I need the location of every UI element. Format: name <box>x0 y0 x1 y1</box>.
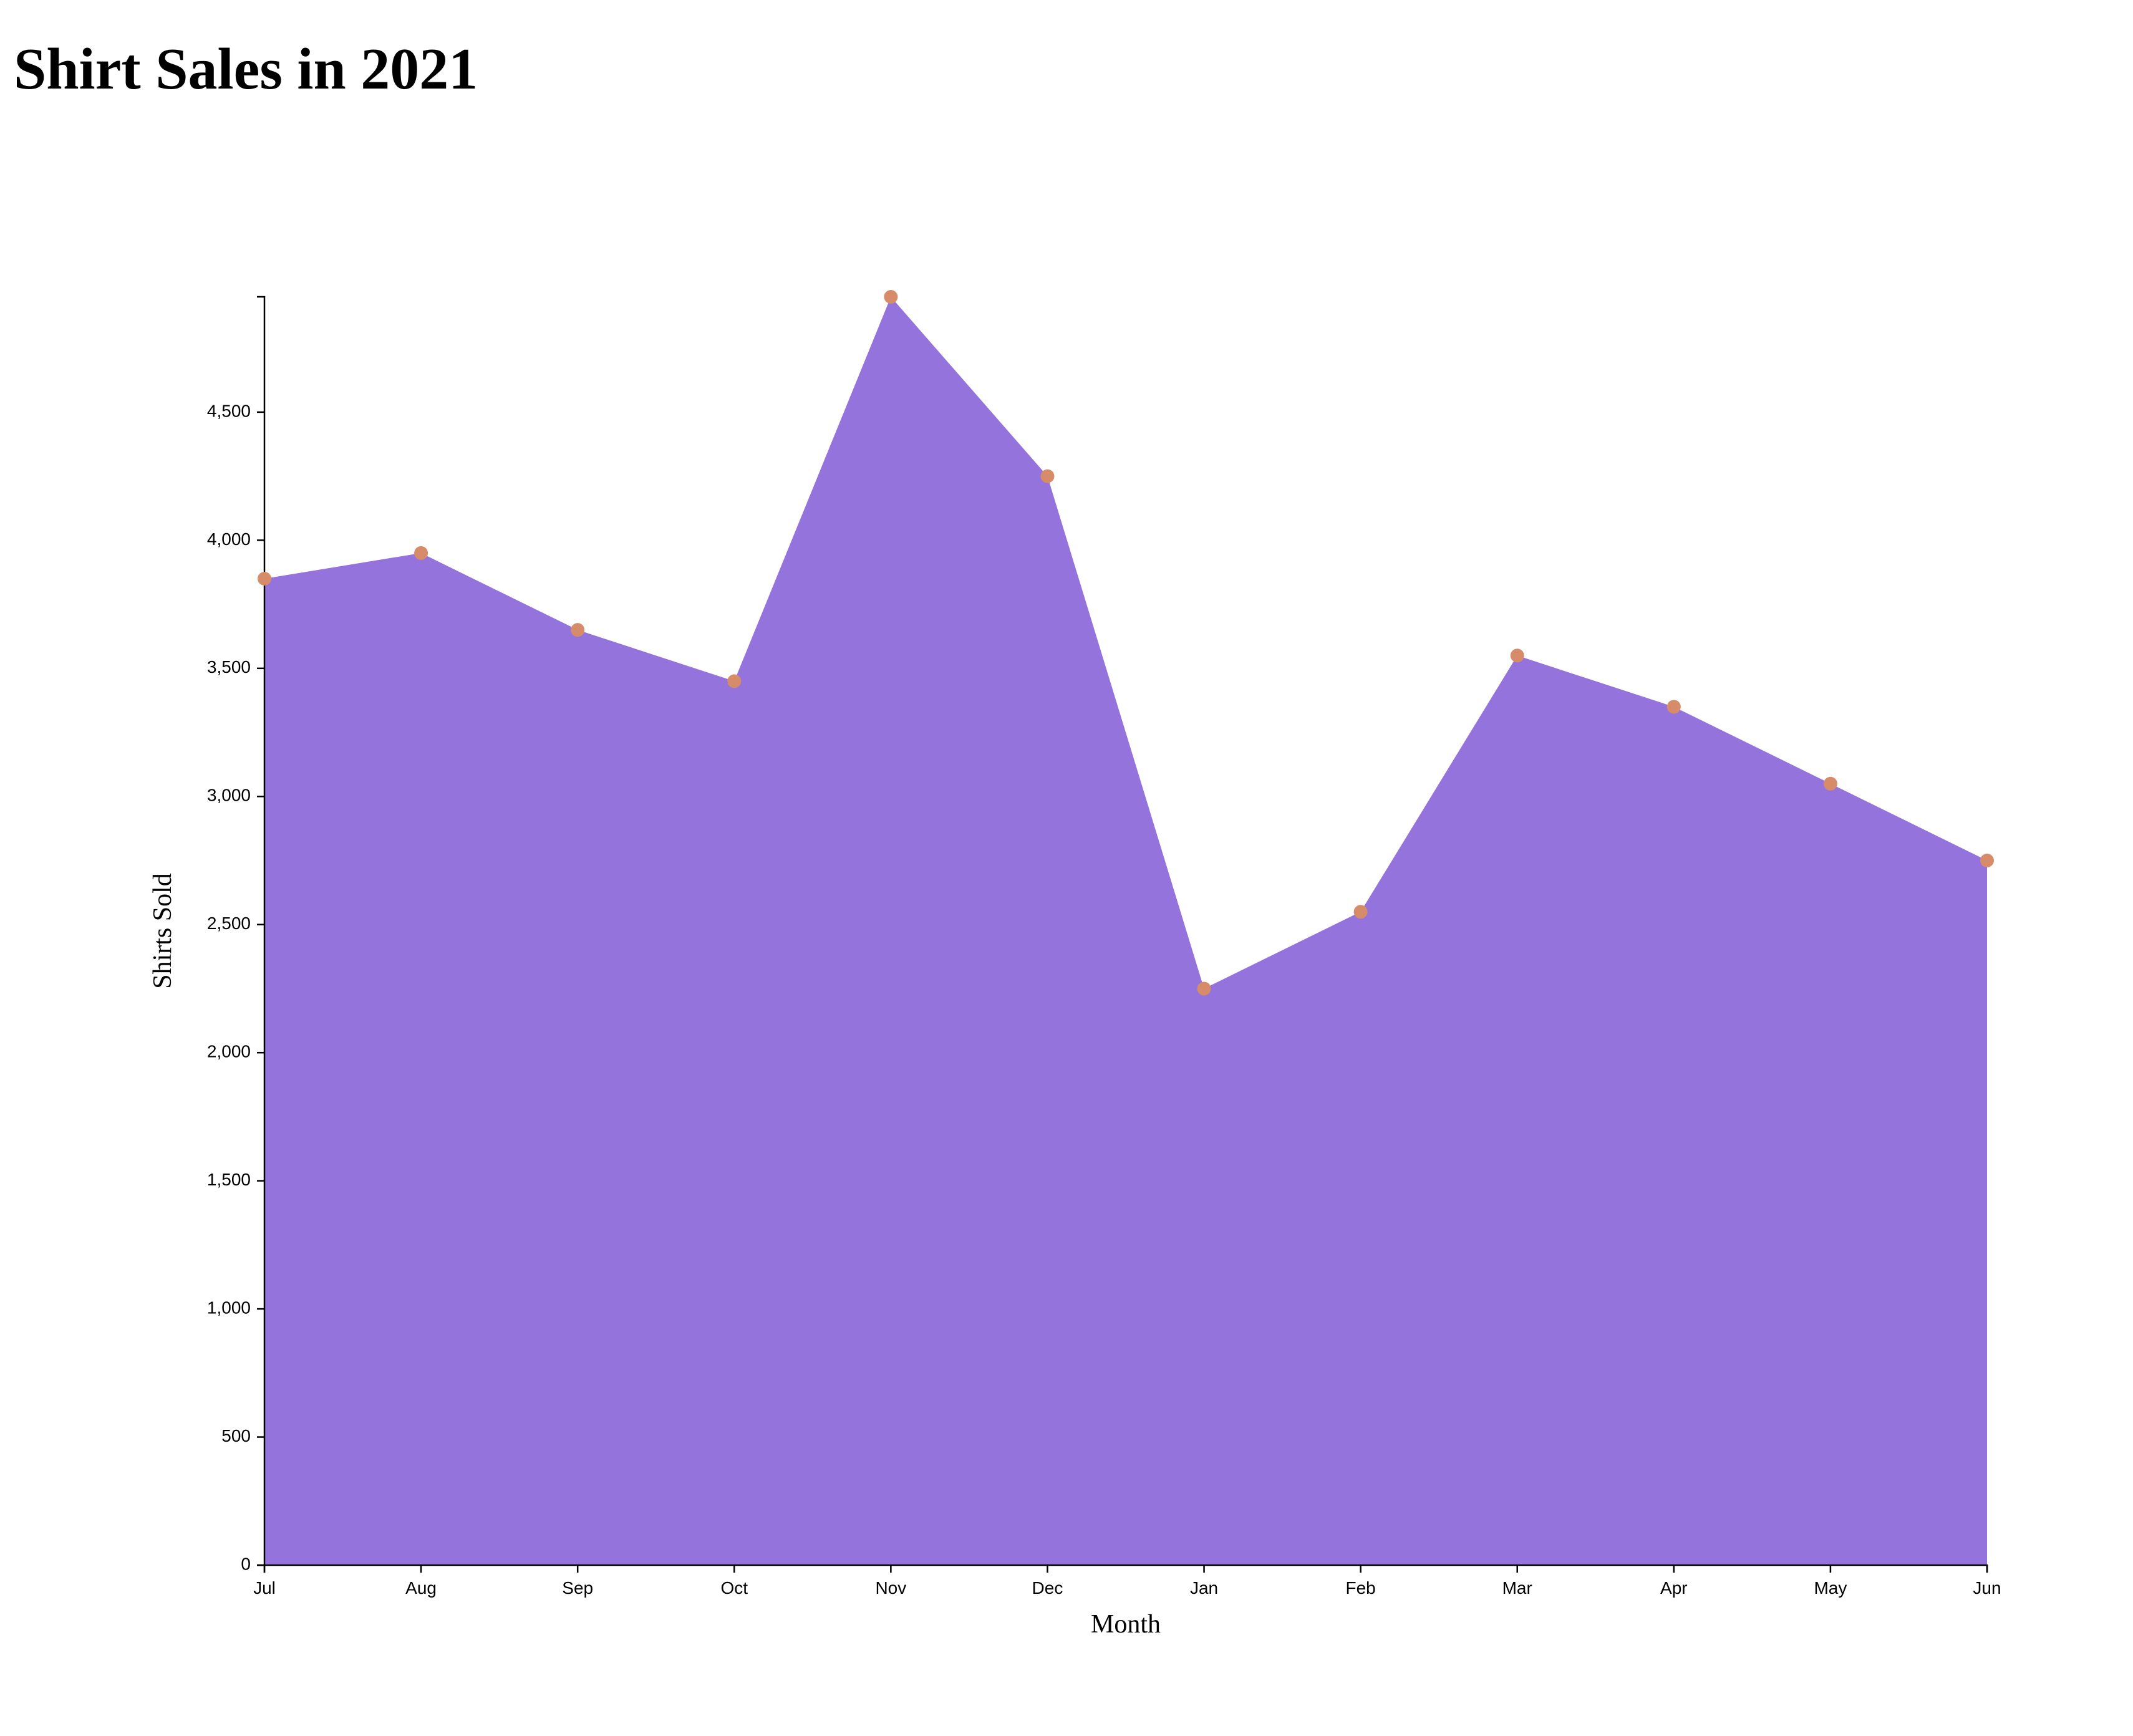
data-point <box>884 290 898 304</box>
y-tick-label: 4,000 <box>207 529 251 549</box>
data-point <box>727 674 742 688</box>
data-point <box>1666 700 1681 714</box>
data-point <box>1823 776 1837 791</box>
data-point <box>1510 649 1524 663</box>
x-tick-label: Mar <box>1502 1578 1532 1598</box>
y-tick-label: 3,500 <box>207 657 251 677</box>
x-tick-label: Oct <box>720 1578 748 1598</box>
x-tick-label: Apr <box>1660 1578 1688 1598</box>
y-tick-label: 2,000 <box>207 1042 251 1061</box>
data-point <box>414 546 428 560</box>
x-tick-label: Jun <box>1973 1578 2001 1598</box>
data-point <box>258 572 271 586</box>
x-tick-label: Aug <box>405 1578 437 1598</box>
x-tick-label: Dec <box>1032 1578 1063 1598</box>
x-axis-line <box>263 1564 1988 1573</box>
y-tick-label: 0 <box>241 1554 251 1573</box>
x-axis: Jul Aug Sep Oct Nov Dec Jan Feb Mar Apr May Jun <box>253 1564 2001 1598</box>
y-axis: 0 500 1,000 1,500 2,000 2,500 3,000 3,500 4,000 4… <box>207 296 266 1573</box>
x-tick-label: Jan <box>1190 1578 1218 1598</box>
data-point <box>571 623 585 637</box>
y-tick-label: 2,500 <box>207 914 251 933</box>
x-tick-label: Sep <box>562 1578 593 1598</box>
x-tick-label: Jul <box>253 1578 276 1598</box>
points-layer <box>258 290 1994 996</box>
x-tick-label: Nov <box>875 1578 906 1598</box>
data-point <box>1353 905 1368 919</box>
y-tick-label: 4,500 <box>207 401 251 420</box>
data-point <box>1980 854 1994 867</box>
sales-area <box>264 297 1987 1565</box>
y-tick-label: 3,000 <box>207 786 251 805</box>
x-tick-label: May <box>1814 1578 1847 1598</box>
y-tick-label: 500 <box>221 1426 251 1445</box>
y-tick-label: 1,000 <box>207 1298 251 1317</box>
data-point <box>1197 981 1211 996</box>
data-point <box>1040 469 1055 483</box>
y-tick-label: 1,500 <box>207 1170 251 1189</box>
page-title: Shirt Sales in 2021 <box>14 37 478 102</box>
x-tick-label: Feb <box>1346 1578 1376 1598</box>
y-axis-line <box>257 296 266 1566</box>
x-axis-title: Month <box>1091 1610 1161 1639</box>
y-axis-title: Shirts Sold <box>148 873 177 989</box>
area-layer <box>264 297 1987 1565</box>
